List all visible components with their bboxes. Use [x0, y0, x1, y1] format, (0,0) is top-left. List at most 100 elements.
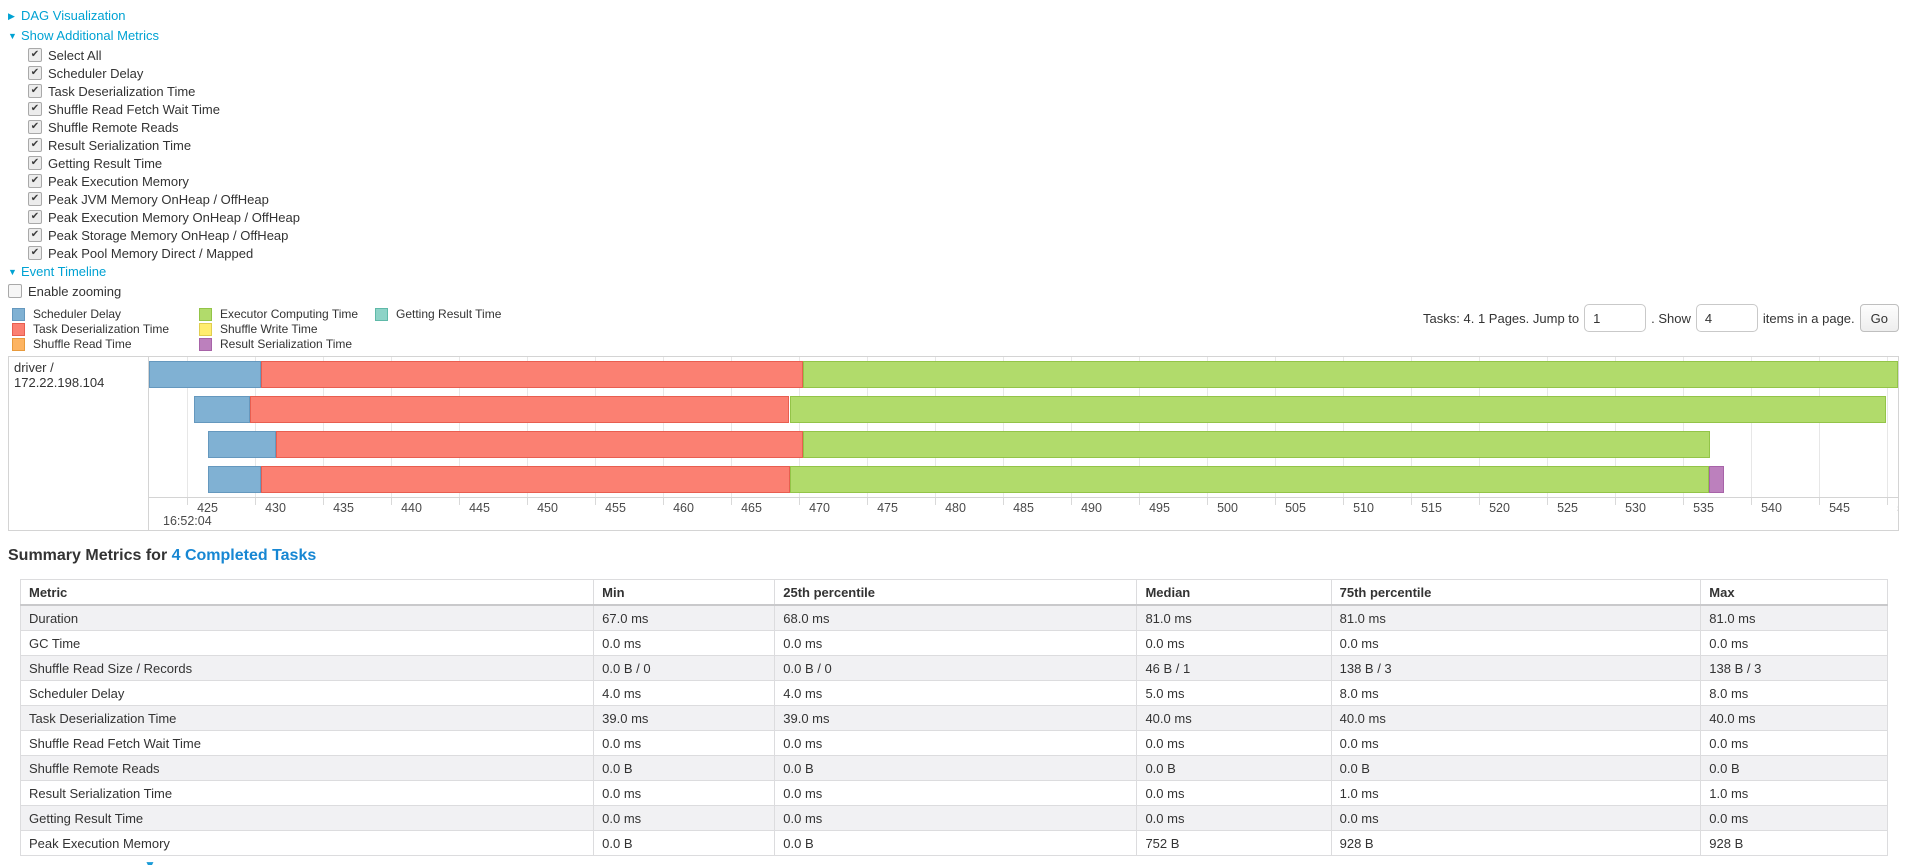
timeline-segment-executor-computing[interactable]	[803, 361, 1898, 388]
timeline-plot-area[interactable]	[149, 357, 1898, 497]
axis-tick-label: 450	[537, 501, 558, 515]
gridline	[1343, 357, 1345, 497]
gridline	[1207, 357, 1209, 497]
metric-checkbox[interactable]: ✔	[28, 246, 42, 260]
metric-checkbox[interactable]: ✔	[28, 228, 42, 242]
metric-checkbox-label: Getting Result Time	[48, 155, 163, 171]
gridline	[1275, 357, 1277, 497]
section-toggle-dag-visualization[interactable]: ▶ DAG Visualization	[8, 6, 1899, 26]
metric-checkbox[interactable]: ✔	[28, 138, 42, 152]
jump-to-page-input[interactable]	[1584, 304, 1647, 332]
metric-value-cell: 0.0 B	[774, 755, 1138, 781]
axis-tick-label: 460	[673, 501, 694, 515]
column-header: 25th percentile	[774, 579, 1138, 606]
timeline-segment-executor-computing[interactable]	[789, 466, 1709, 493]
timeline-segment-task-deserialization[interactable]	[260, 466, 790, 493]
timeline-segment-scheduler-delay[interactable]	[149, 361, 261, 388]
axis-tick-label: 520	[1489, 501, 1510, 515]
gridline	[935, 357, 937, 497]
metric-checkbox[interactable]: ✔	[28, 48, 42, 62]
metric-name-cell: GC Time	[19, 630, 595, 656]
metric-checkbox[interactable]: ✔	[28, 174, 42, 188]
axis-tick	[323, 498, 325, 505]
metric-checkbox-label: Select All	[48, 47, 102, 63]
axis-tick	[459, 498, 461, 505]
axis-tick-label: 505	[1285, 501, 1306, 515]
dag-visualization-link[interactable]: DAG Visualization	[21, 8, 126, 23]
metric-checkbox-row: ✔ Scheduler Delay	[28, 64, 1899, 82]
enable-zooming-checkbox[interactable]	[8, 284, 22, 298]
completed-tasks-link[interactable]: 4 Completed Tasks	[171, 547, 317, 564]
metric-value-cell: 4.0 ms	[774, 680, 1138, 706]
axis-tick-label: 445	[469, 501, 490, 515]
legend-item-executor-computing: Executor Computing Time	[199, 307, 375, 321]
timeline-segment-scheduler-delay[interactable]	[207, 466, 261, 493]
result-serialization-swatch-icon	[199, 337, 212, 351]
metric-value-cell: 81.0 ms	[1330, 604, 1702, 631]
axis-tick	[527, 498, 529, 505]
legend-item-getting-result: Getting Result Time	[375, 307, 575, 321]
timeline-segment-executor-computing[interactable]	[803, 431, 1711, 458]
metric-checkbox[interactable]: ✔	[28, 192, 42, 206]
metric-value-cell: 138 B / 3	[1330, 655, 1702, 681]
gridline	[391, 357, 393, 497]
axis-tick	[255, 498, 257, 505]
metric-name-cell: Scheduler Delay	[19, 680, 595, 706]
axis-tick-label: 530	[1625, 501, 1646, 515]
timeline-segment-task-deserialization[interactable]	[260, 361, 804, 388]
metric-checkbox[interactable]: ✔	[28, 120, 42, 134]
table-row: Shuffle Read Fetch Wait Time 0.0 ms 0.0 ms…	[19, 730, 1888, 756]
timeline-segment-scheduler-delay[interactable]	[207, 431, 276, 458]
metric-checkbox-label: Scheduler Delay	[48, 65, 144, 81]
metric-checkbox[interactable]: ✔	[28, 102, 42, 116]
metric-value-cell: 40.0 ms	[1330, 705, 1702, 731]
section-toggle-event-timeline[interactable]: ▼ Event Timeline	[8, 262, 1899, 282]
timeline-segment-task-deserialization[interactable]	[249, 396, 790, 423]
metric-checkbox-row: ✔ Peak Execution Memory	[28, 172, 1899, 190]
axis-tick	[391, 498, 393, 505]
metric-value-cell: 81.0 ms	[1136, 604, 1332, 631]
timeline-segment-scheduler-delay[interactable]	[193, 396, 250, 423]
gridline	[1479, 357, 1481, 497]
axis-tick-label: 545	[1829, 501, 1850, 515]
metric-checkbox-row: ✔ Task Deserialization Time	[28, 82, 1899, 100]
axis-tick	[1139, 498, 1141, 505]
metric-checkbox[interactable]: ✔	[28, 66, 42, 80]
legend-column: Scheduler Delay Task Deserialization Time…	[12, 307, 199, 351]
show-additional-metrics-link[interactable]: Show Additional Metrics	[21, 28, 160, 43]
go-button[interactable]: Go	[1859, 304, 1899, 332]
timeline-segment-executor-computing[interactable]	[789, 396, 1886, 423]
metric-value-cell: 0.0 ms	[774, 780, 1138, 806]
metric-value-cell: 0.0 ms	[1136, 730, 1332, 756]
task-pagination: Tasks: 4. 1 Pages. Jump to . Show items …	[1423, 302, 1899, 334]
axis-tick	[867, 498, 869, 505]
metric-value-cell: 0.0 ms	[774, 805, 1138, 831]
chevron-down-icon: ▼	[8, 31, 17, 41]
table-row: Shuffle Read Size / Records 0.0 B / 0 0.0 …	[19, 655, 1888, 681]
timeline-segment-result-serialization[interactable]	[1709, 466, 1724, 493]
timeline-segment-task-deserialization[interactable]	[275, 431, 804, 458]
legend-label: Shuffle Read Time	[33, 337, 132, 351]
metric-checkbox[interactable]: ✔	[28, 210, 42, 224]
section-toggle-additional-metrics[interactable]: ▼ Show Additional Metrics	[8, 26, 1899, 46]
page-size-input[interactable]	[1695, 304, 1758, 332]
axis-tick	[1071, 498, 1073, 505]
metric-value-cell: 0.0 ms	[593, 730, 776, 756]
metric-checkbox-row: ✔ Peak Storage Memory OnHeap / OffHeap	[28, 226, 1899, 244]
axis-tick-label: 515	[1421, 501, 1442, 515]
metric-checkbox[interactable]: ✔	[28, 84, 42, 98]
event-timeline-link[interactable]: Event Timeline	[21, 264, 107, 279]
metric-checkbox[interactable]: ✔	[28, 156, 42, 170]
metric-value-cell: 1.0 ms	[1700, 780, 1888, 806]
axis-tick-label: 480	[945, 501, 966, 515]
legend-label: Getting Result Time	[396, 307, 502, 321]
metric-value-cell: 46 B / 1	[1136, 655, 1332, 681]
table-row: Duration 67.0 ms 68.0 ms 81.0 ms 81.0 ms 81.0…	[19, 604, 1888, 631]
axis-tick-label: 550	[1897, 501, 1898, 515]
legend-label: Scheduler Delay	[33, 307, 122, 321]
table-row: Scheduler Delay 4.0 ms 4.0 ms 5.0 ms 8.0 ms 8…	[19, 680, 1888, 706]
metric-value-cell: 0.0 ms	[1700, 805, 1888, 831]
axis-tick	[1003, 498, 1005, 505]
axis-tick	[1411, 498, 1413, 505]
metric-value-cell: 0.0 B / 0	[593, 655, 776, 681]
